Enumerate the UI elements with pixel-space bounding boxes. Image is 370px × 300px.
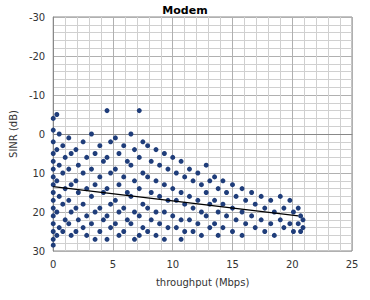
svg-text:0: 0: [39, 129, 45, 140]
svg-text:25: 25: [346, 259, 359, 270]
svg-text:20: 20: [32, 207, 45, 218]
svg-text:30: 30: [32, 246, 45, 257]
svg-text:5: 5: [110, 259, 116, 270]
svg-text:Modem: Modem: [162, 4, 207, 17]
svg-text:10: 10: [166, 259, 179, 270]
svg-text:-30: -30: [29, 12, 45, 23]
svg-text:20: 20: [286, 259, 299, 270]
svg-text:-20: -20: [29, 51, 45, 62]
svg-text:0: 0: [50, 259, 56, 270]
svg-text:-10: -10: [29, 90, 45, 101]
svg-text:throughput (Mbps): throughput (Mbps): [156, 277, 250, 288]
svg-text:SINR (dB): SINR (dB): [8, 110, 19, 158]
svg-text:10: 10: [32, 168, 45, 179]
svg-text:15: 15: [226, 259, 239, 270]
